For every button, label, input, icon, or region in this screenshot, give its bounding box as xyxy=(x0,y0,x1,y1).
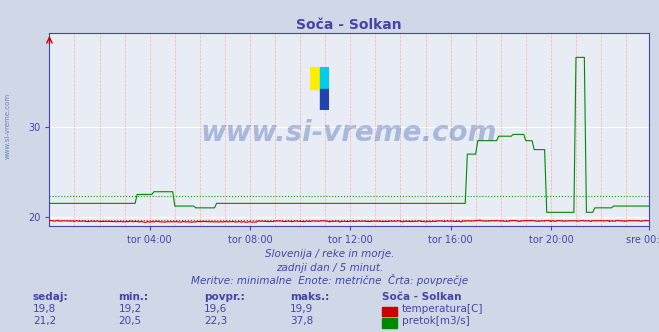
Text: zadnji dan / 5 minut.: zadnji dan / 5 minut. xyxy=(276,263,383,273)
Bar xyxy=(320,89,329,110)
Text: sedaj:: sedaj: xyxy=(33,292,69,302)
Text: 19,8: 19,8 xyxy=(33,304,56,314)
Text: Slovenija / reke in morje.: Slovenija / reke in morje. xyxy=(265,249,394,259)
Bar xyxy=(320,67,329,89)
Text: www.si-vreme.com: www.si-vreme.com xyxy=(5,93,11,159)
Text: maks.:: maks.: xyxy=(290,292,330,302)
Text: temperatura[C]: temperatura[C] xyxy=(402,304,484,314)
Text: Soča - Solkan: Soča - Solkan xyxy=(382,292,462,302)
Text: 20,5: 20,5 xyxy=(119,316,142,326)
Title: Soča - Solkan: Soča - Solkan xyxy=(297,18,402,32)
Text: 19,2: 19,2 xyxy=(119,304,142,314)
Text: 19,6: 19,6 xyxy=(204,304,227,314)
Text: 37,8: 37,8 xyxy=(290,316,313,326)
Text: Meritve: minimalne  Enote: metrične  Črta: povprečje: Meritve: minimalne Enote: metrične Črta:… xyxy=(191,274,468,286)
Text: 19,9: 19,9 xyxy=(290,304,313,314)
Text: 21,2: 21,2 xyxy=(33,316,56,326)
Text: min.:: min.: xyxy=(119,292,149,302)
Bar xyxy=(310,67,320,89)
Text: 22,3: 22,3 xyxy=(204,316,227,326)
Text: pretok[m3/s]: pretok[m3/s] xyxy=(402,316,470,326)
Text: www.si-vreme.com: www.si-vreme.com xyxy=(201,119,498,147)
Text: povpr.:: povpr.: xyxy=(204,292,245,302)
